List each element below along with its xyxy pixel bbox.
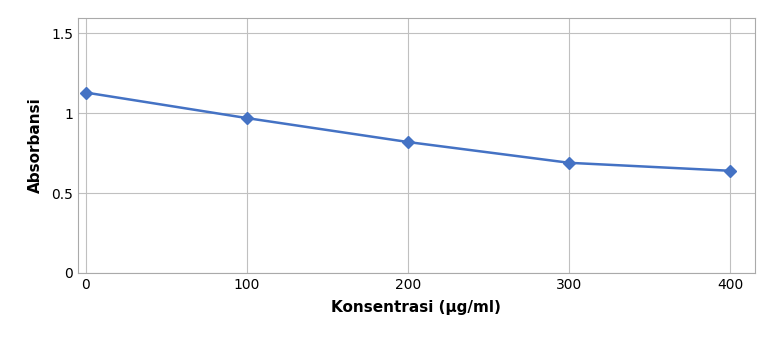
X-axis label: Konsentrasi (μg/ml): Konsentrasi (μg/ml) — [331, 300, 501, 315]
Y-axis label: Absorbansi: Absorbansi — [27, 97, 43, 193]
